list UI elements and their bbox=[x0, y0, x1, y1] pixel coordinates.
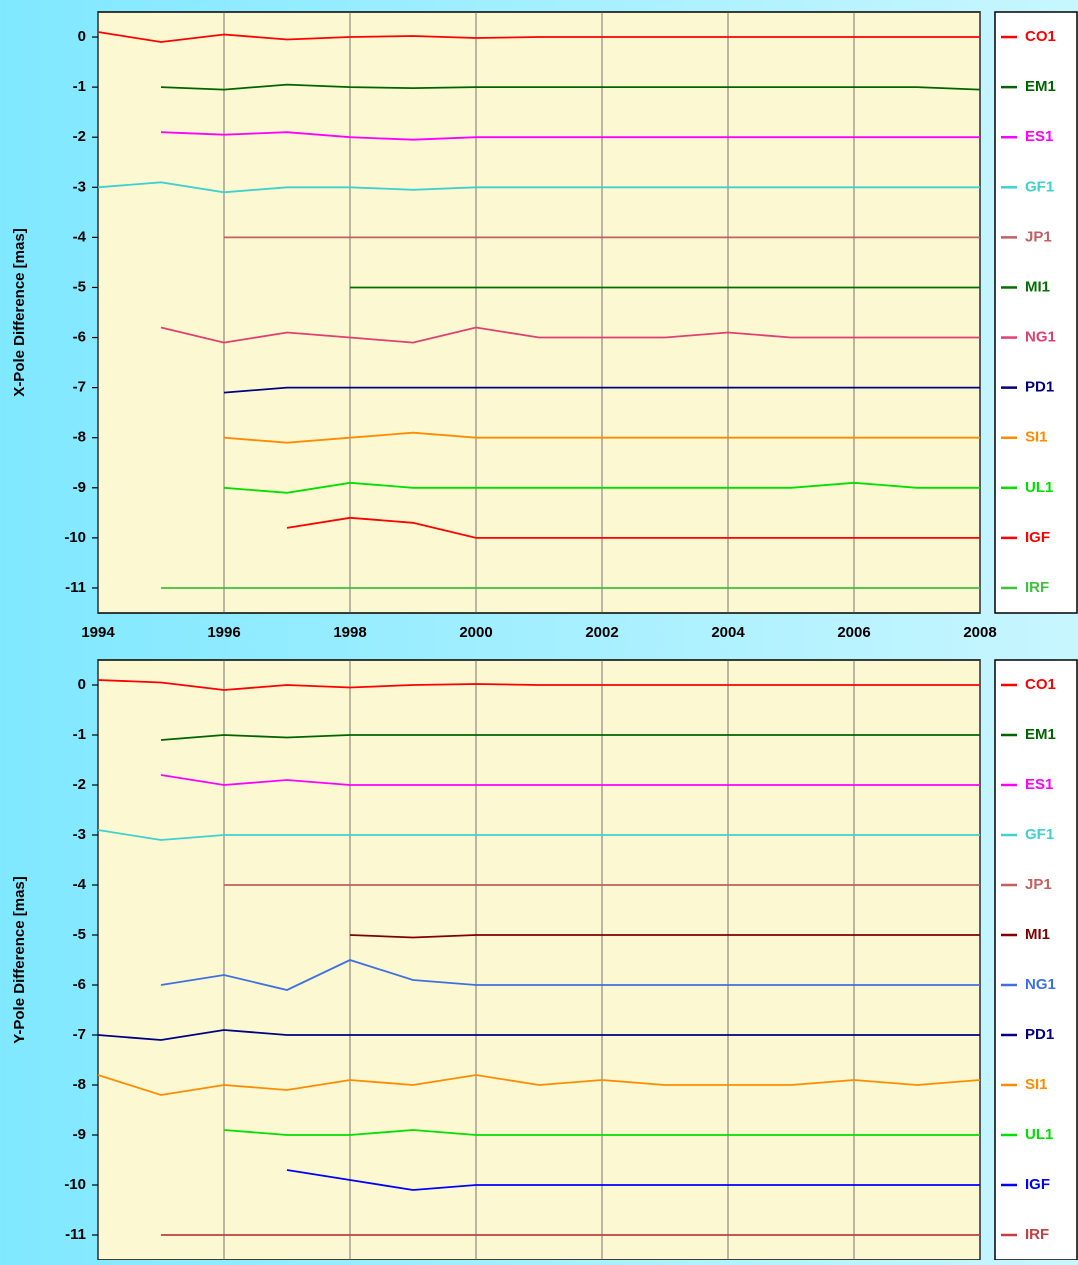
series-line bbox=[97, 1029, 980, 1041]
x-tick-label: 1994 bbox=[81, 624, 115, 641]
y-tick-label: -1 bbox=[73, 726, 86, 743]
legend-label: ES1 bbox=[1025, 128, 1053, 145]
legend-label: MI1 bbox=[1025, 926, 1050, 943]
y-tick-label: -8 bbox=[73, 429, 86, 446]
y-tick-label: -1 bbox=[73, 78, 86, 95]
legend-label: SI1 bbox=[1025, 1076, 1048, 1093]
y-tick-label: -3 bbox=[73, 178, 86, 195]
y-tick-label: -7 bbox=[73, 379, 86, 396]
legend-label: UL1 bbox=[1025, 1126, 1053, 1143]
y-axis-label: X-Pole Difference [mas] bbox=[11, 228, 28, 396]
legend-label: SI1 bbox=[1025, 429, 1048, 446]
series-line bbox=[349, 934, 980, 939]
legend-label: EM1 bbox=[1025, 726, 1056, 743]
series-line bbox=[97, 679, 980, 691]
series-line bbox=[97, 181, 980, 194]
legend-label: IGF bbox=[1025, 1176, 1050, 1193]
legend-label: NG1 bbox=[1025, 329, 1056, 346]
legend-label: ES1 bbox=[1025, 776, 1053, 793]
legend-box bbox=[994, 11, 1078, 614]
legend-label: EM1 bbox=[1025, 78, 1056, 95]
series-line bbox=[160, 959, 980, 991]
plot-area bbox=[97, 11, 981, 614]
series-line bbox=[160, 326, 980, 344]
series-line bbox=[160, 734, 980, 741]
series-line bbox=[223, 481, 980, 494]
y-tick-label: -8 bbox=[73, 1076, 86, 1093]
y-tick-label: -5 bbox=[73, 926, 86, 943]
legend-label: JP1 bbox=[1025, 876, 1052, 893]
y-tick-label: -2 bbox=[73, 776, 86, 793]
x-tick-label: 2004 bbox=[711, 624, 745, 641]
series-line bbox=[97, 829, 980, 841]
legend-label: MI1 bbox=[1025, 278, 1050, 295]
series-line bbox=[160, 774, 980, 786]
series-line bbox=[160, 131, 980, 141]
legend-label: IRF bbox=[1025, 1226, 1049, 1243]
y-tick-label: -4 bbox=[73, 228, 87, 245]
y-tick-label: -11 bbox=[65, 579, 86, 596]
x-tick-label: 2000 bbox=[459, 624, 492, 641]
series-line bbox=[160, 83, 981, 91]
y-tick-label: 0 bbox=[78, 676, 86, 693]
y-tick-label: -9 bbox=[73, 1126, 86, 1143]
y-tick-label: 0 bbox=[78, 28, 86, 45]
legend-label: GF1 bbox=[1025, 178, 1054, 195]
y-tick-label: -6 bbox=[73, 976, 86, 993]
legend-label: GF1 bbox=[1025, 826, 1054, 843]
series-line bbox=[286, 1169, 980, 1191]
legend-label: CO1 bbox=[1025, 676, 1056, 693]
series-line bbox=[97, 31, 980, 43]
x-tick-label: 1996 bbox=[207, 624, 240, 641]
legend-label: UL1 bbox=[1025, 479, 1053, 496]
y-tick-label: -7 bbox=[73, 1026, 86, 1043]
y-tick-label: -3 bbox=[73, 826, 86, 843]
series-line bbox=[97, 1074, 981, 1096]
x-tick-label: 2008 bbox=[963, 624, 996, 641]
y-axis-label: Y-Pole Difference [mas] bbox=[11, 876, 28, 1044]
y-tick-label: -2 bbox=[73, 128, 86, 145]
x-tick-label: 2002 bbox=[585, 624, 618, 641]
y-tick-label: -11 bbox=[65, 1226, 86, 1243]
plot-area bbox=[97, 659, 981, 1261]
x-tick-label: 1998 bbox=[333, 624, 366, 641]
y-tick-label: -10 bbox=[64, 1176, 86, 1193]
series-line bbox=[286, 516, 980, 539]
legend-label: PD1 bbox=[1025, 1026, 1054, 1043]
y-tick-label: -9 bbox=[73, 479, 86, 496]
legend-label: NG1 bbox=[1025, 976, 1056, 993]
legend-box bbox=[994, 659, 1078, 1261]
series-line bbox=[223, 386, 980, 394]
y-tick-label: -4 bbox=[73, 876, 87, 893]
legend-label: IRF bbox=[1025, 579, 1049, 596]
y-tick-label: -5 bbox=[73, 278, 86, 295]
series-line bbox=[223, 431, 980, 444]
y-tick-label: -10 bbox=[64, 529, 86, 546]
x-tick-label: 2006 bbox=[837, 624, 870, 641]
legend-label: PD1 bbox=[1025, 379, 1054, 396]
series-line bbox=[223, 1129, 980, 1136]
y-tick-label: -6 bbox=[73, 329, 86, 346]
legend-label: IGF bbox=[1025, 529, 1050, 546]
legend-label: JP1 bbox=[1025, 228, 1052, 245]
legend-label: CO1 bbox=[1025, 28, 1056, 45]
